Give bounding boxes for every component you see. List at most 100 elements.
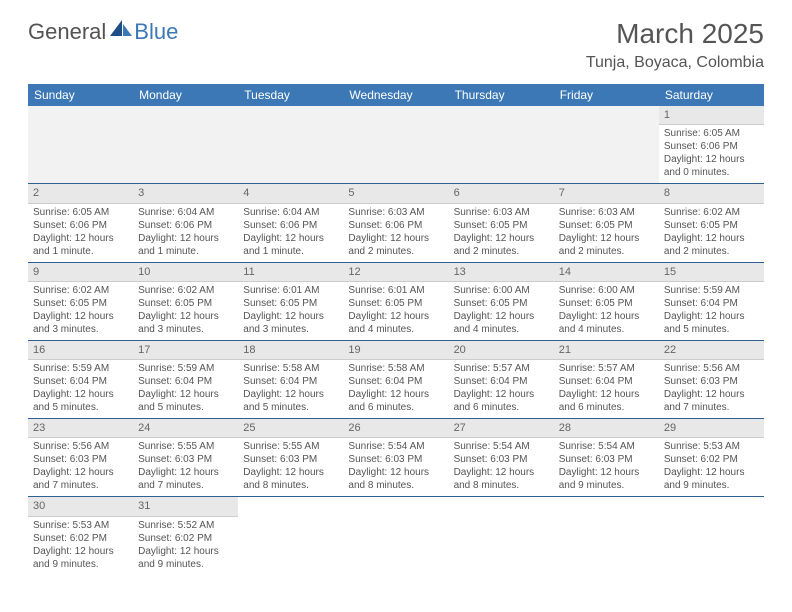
sunrise-text: Sunrise: 6:01 AM (348, 284, 443, 297)
calendar-day-cell (449, 497, 554, 575)
day-number: 18 (238, 341, 343, 360)
sunrise-text: Sunrise: 6:02 AM (33, 284, 128, 297)
calendar-day-cell: 2Sunrise: 6:05 AMSunset: 6:06 PMDaylight… (28, 184, 133, 262)
calendar-day-cell (554, 106, 659, 184)
logo-text-general: General (28, 19, 106, 45)
daylight-text: Daylight: 12 hours and 7 minutes. (664, 388, 759, 414)
sunset-text: Sunset: 6:04 PM (559, 375, 654, 388)
sunset-text: Sunset: 6:03 PM (454, 453, 549, 466)
calendar-day-cell: 10Sunrise: 6:02 AMSunset: 6:05 PMDayligh… (133, 262, 238, 340)
daylight-text: Daylight: 12 hours and 6 minutes. (454, 388, 549, 414)
calendar-day-cell: 13Sunrise: 6:00 AMSunset: 6:05 PMDayligh… (449, 262, 554, 340)
daylight-text: Daylight: 12 hours and 3 minutes. (243, 310, 338, 336)
calendar-day-cell: 15Sunrise: 5:59 AMSunset: 6:04 PMDayligh… (659, 262, 764, 340)
sunset-text: Sunset: 6:05 PM (454, 297, 549, 310)
calendar-day-cell: 14Sunrise: 6:00 AMSunset: 6:05 PMDayligh… (554, 262, 659, 340)
daylight-text: Daylight: 12 hours and 4 minutes. (559, 310, 654, 336)
day-number: 12 (343, 263, 448, 282)
day-number: 29 (659, 419, 764, 438)
day-details: Sunrise: 6:00 AMSunset: 6:05 PMDaylight:… (449, 282, 554, 340)
daylight-text: Daylight: 12 hours and 9 minutes. (664, 466, 759, 492)
day-number: 13 (449, 263, 554, 282)
sunset-text: Sunset: 6:03 PM (348, 453, 443, 466)
sunrise-text: Sunrise: 6:03 AM (348, 206, 443, 219)
daylight-text: Daylight: 12 hours and 1 minute. (33, 232, 128, 258)
daylight-text: Daylight: 12 hours and 3 minutes. (33, 310, 128, 336)
daylight-text: Daylight: 12 hours and 4 minutes. (454, 310, 549, 336)
day-number: 15 (659, 263, 764, 282)
day-details: Sunrise: 6:04 AMSunset: 6:06 PMDaylight:… (133, 204, 238, 262)
calendar-day-cell (449, 106, 554, 184)
day-number: 7 (554, 184, 659, 203)
day-number: 24 (133, 419, 238, 438)
calendar-day-cell: 4Sunrise: 6:04 AMSunset: 6:06 PMDaylight… (238, 184, 343, 262)
day-details: Sunrise: 5:55 AMSunset: 6:03 PMDaylight:… (133, 438, 238, 496)
daylight-text: Daylight: 12 hours and 1 minute. (243, 232, 338, 258)
sunrise-text: Sunrise: 5:58 AM (348, 362, 443, 375)
sunset-text: Sunset: 6:05 PM (243, 297, 338, 310)
calendar-week-row: 1Sunrise: 6:05 AMSunset: 6:06 PMDaylight… (28, 106, 764, 184)
daylight-text: Daylight: 12 hours and 6 minutes. (559, 388, 654, 414)
daylight-text: Daylight: 12 hours and 8 minutes. (243, 466, 338, 492)
day-details: Sunrise: 6:02 AMSunset: 6:05 PMDaylight:… (133, 282, 238, 340)
daylight-text: Daylight: 12 hours and 6 minutes. (348, 388, 443, 414)
sunrise-text: Sunrise: 6:00 AM (454, 284, 549, 297)
day-details: Sunrise: 6:05 AMSunset: 6:06 PMDaylight:… (659, 125, 764, 183)
calendar-day-cell: 9Sunrise: 6:02 AMSunset: 6:05 PMDaylight… (28, 262, 133, 340)
day-details: Sunrise: 6:03 AMSunset: 6:06 PMDaylight:… (343, 204, 448, 262)
calendar-day-cell: 16Sunrise: 5:59 AMSunset: 6:04 PMDayligh… (28, 340, 133, 418)
calendar-week-row: 9Sunrise: 6:02 AMSunset: 6:05 PMDaylight… (28, 262, 764, 340)
sunrise-text: Sunrise: 6:03 AM (559, 206, 654, 219)
weekday-header: Tuesday (238, 84, 343, 106)
calendar-week-row: 16Sunrise: 5:59 AMSunset: 6:04 PMDayligh… (28, 340, 764, 418)
daylight-text: Daylight: 12 hours and 8 minutes. (348, 466, 443, 492)
day-number: 25 (238, 419, 343, 438)
weekday-header: Saturday (659, 84, 764, 106)
sunset-text: Sunset: 6:04 PM (138, 375, 233, 388)
day-number: 31 (133, 497, 238, 516)
day-number: 23 (28, 419, 133, 438)
sunrise-text: Sunrise: 6:05 AM (33, 206, 128, 219)
daylight-text: Daylight: 12 hours and 9 minutes. (33, 545, 128, 571)
calendar-day-cell: 7Sunrise: 6:03 AMSunset: 6:05 PMDaylight… (554, 184, 659, 262)
sunset-text: Sunset: 6:03 PM (33, 453, 128, 466)
sunset-text: Sunset: 6:02 PM (33, 532, 128, 545)
calendar-day-cell: 11Sunrise: 6:01 AMSunset: 6:05 PMDayligh… (238, 262, 343, 340)
weekday-header: Friday (554, 84, 659, 106)
sunset-text: Sunset: 6:04 PM (454, 375, 549, 388)
day-number: 8 (659, 184, 764, 203)
sunset-text: Sunset: 6:05 PM (559, 297, 654, 310)
calendar-day-cell (554, 497, 659, 575)
sunrise-text: Sunrise: 5:56 AM (664, 362, 759, 375)
sunrise-text: Sunrise: 5:54 AM (348, 440, 443, 453)
sunset-text: Sunset: 6:02 PM (138, 532, 233, 545)
day-details: Sunrise: 5:57 AMSunset: 6:04 PMDaylight:… (554, 360, 659, 418)
calendar-day-cell: 5Sunrise: 6:03 AMSunset: 6:06 PMDaylight… (343, 184, 448, 262)
calendar-day-cell: 18Sunrise: 5:58 AMSunset: 6:04 PMDayligh… (238, 340, 343, 418)
weekday-header: Monday (133, 84, 238, 106)
daylight-text: Daylight: 12 hours and 9 minutes. (138, 545, 233, 571)
sunrise-text: Sunrise: 5:55 AM (243, 440, 338, 453)
day-number: 21 (554, 341, 659, 360)
day-details: Sunrise: 5:54 AMSunset: 6:03 PMDaylight:… (554, 438, 659, 496)
sunset-text: Sunset: 6:05 PM (348, 297, 443, 310)
calendar-day-cell: 23Sunrise: 5:56 AMSunset: 6:03 PMDayligh… (28, 419, 133, 497)
day-details: Sunrise: 6:03 AMSunset: 6:05 PMDaylight:… (449, 204, 554, 262)
calendar-day-cell (238, 106, 343, 184)
calendar-day-cell: 24Sunrise: 5:55 AMSunset: 6:03 PMDayligh… (133, 419, 238, 497)
calendar-day-cell: 22Sunrise: 5:56 AMSunset: 6:03 PMDayligh… (659, 340, 764, 418)
sunrise-text: Sunrise: 5:53 AM (33, 519, 128, 532)
sunrise-text: Sunrise: 5:57 AM (454, 362, 549, 375)
daylight-text: Daylight: 12 hours and 5 minutes. (664, 310, 759, 336)
day-details: Sunrise: 5:59 AMSunset: 6:04 PMDaylight:… (28, 360, 133, 418)
day-number: 1 (659, 106, 764, 125)
sunrise-text: Sunrise: 6:05 AM (664, 127, 759, 140)
daylight-text: Daylight: 12 hours and 0 minutes. (664, 153, 759, 179)
sunrise-text: Sunrise: 5:56 AM (33, 440, 128, 453)
calendar-day-cell: 6Sunrise: 6:03 AMSunset: 6:05 PMDaylight… (449, 184, 554, 262)
day-details: Sunrise: 6:01 AMSunset: 6:05 PMDaylight:… (343, 282, 448, 340)
sunset-text: Sunset: 6:04 PM (664, 297, 759, 310)
day-details: Sunrise: 5:59 AMSunset: 6:04 PMDaylight:… (133, 360, 238, 418)
sunset-text: Sunset: 6:04 PM (348, 375, 443, 388)
day-number: 17 (133, 341, 238, 360)
